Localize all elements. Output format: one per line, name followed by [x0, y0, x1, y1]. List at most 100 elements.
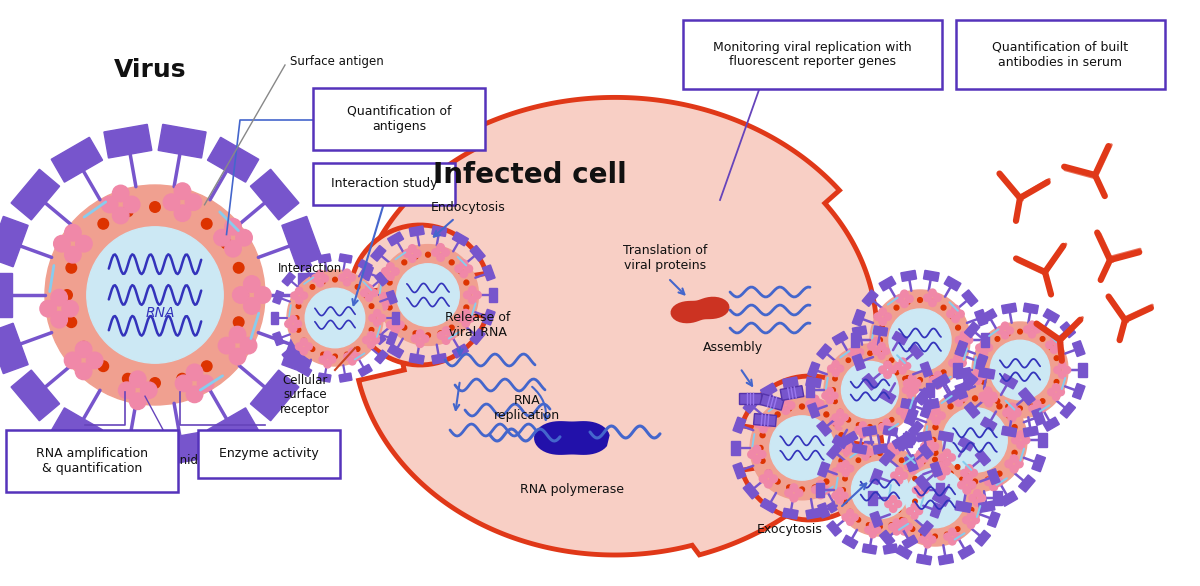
Circle shape [233, 287, 250, 303]
Polygon shape [298, 273, 324, 317]
Circle shape [806, 400, 814, 408]
Circle shape [980, 349, 988, 356]
Circle shape [287, 270, 383, 366]
Polygon shape [0, 323, 28, 374]
Circle shape [955, 336, 962, 344]
Circle shape [305, 343, 312, 350]
Text: Surface antigen: Surface antigen [290, 56, 384, 69]
Polygon shape [11, 169, 60, 220]
Circle shape [312, 275, 319, 282]
Text: Interaction: Interaction [278, 261, 342, 274]
Polygon shape [932, 374, 950, 389]
Polygon shape [958, 437, 974, 451]
Circle shape [888, 443, 895, 450]
Circle shape [235, 230, 252, 246]
Circle shape [857, 353, 860, 357]
Circle shape [324, 351, 331, 359]
Circle shape [1007, 327, 1014, 334]
Polygon shape [272, 291, 283, 304]
Circle shape [960, 393, 968, 401]
Circle shape [1024, 326, 1031, 333]
Circle shape [966, 465, 973, 472]
Circle shape [877, 451, 882, 455]
Circle shape [836, 497, 844, 504]
Circle shape [950, 314, 955, 319]
Circle shape [880, 350, 884, 355]
Circle shape [1028, 405, 1036, 412]
Text: Neuraminidase: Neuraminidase [130, 454, 220, 466]
Circle shape [332, 277, 337, 282]
Circle shape [896, 484, 901, 489]
Circle shape [833, 421, 838, 426]
Circle shape [948, 454, 955, 461]
Circle shape [296, 304, 301, 308]
Polygon shape [452, 344, 468, 358]
Polygon shape [409, 353, 425, 364]
Circle shape [985, 477, 990, 482]
Polygon shape [880, 530, 895, 546]
Circle shape [973, 499, 980, 506]
Circle shape [830, 388, 835, 392]
Circle shape [66, 263, 77, 273]
Circle shape [932, 425, 938, 430]
Circle shape [913, 499, 917, 503]
Circle shape [343, 269, 350, 276]
Polygon shape [845, 397, 860, 413]
Polygon shape [870, 469, 882, 485]
Polygon shape [761, 499, 776, 513]
Polygon shape [806, 508, 821, 519]
Circle shape [907, 466, 912, 471]
Circle shape [1028, 321, 1036, 328]
Circle shape [829, 417, 838, 425]
Circle shape [824, 344, 916, 436]
Polygon shape [282, 216, 322, 267]
Polygon shape [806, 377, 821, 388]
Circle shape [929, 536, 936, 543]
Circle shape [935, 381, 942, 389]
Circle shape [911, 503, 918, 510]
Polygon shape [806, 383, 814, 397]
Circle shape [862, 444, 869, 451]
Circle shape [964, 473, 968, 478]
Circle shape [421, 335, 428, 342]
Polygon shape [739, 393, 761, 404]
Polygon shape [742, 376, 886, 520]
Circle shape [894, 496, 899, 500]
Text: Exocytosis: Exocytosis [757, 523, 823, 537]
Circle shape [1012, 425, 1018, 430]
Circle shape [972, 516, 979, 524]
Circle shape [140, 382, 157, 398]
Circle shape [1038, 405, 1045, 412]
Circle shape [833, 370, 839, 377]
Circle shape [367, 332, 374, 339]
Polygon shape [808, 403, 820, 418]
Polygon shape [671, 297, 730, 323]
Circle shape [1002, 322, 1009, 329]
Circle shape [889, 505, 896, 512]
Circle shape [954, 533, 961, 540]
Circle shape [836, 418, 844, 425]
Circle shape [982, 356, 985, 360]
Circle shape [888, 452, 895, 459]
Circle shape [817, 491, 824, 499]
Circle shape [1040, 336, 1045, 341]
Circle shape [989, 392, 997, 400]
Circle shape [894, 500, 901, 507]
Circle shape [917, 459, 924, 467]
Circle shape [883, 428, 890, 435]
Polygon shape [895, 437, 912, 451]
Circle shape [295, 297, 302, 304]
Text: RNA amplification
& quantification: RNA amplification & quantification [36, 447, 148, 475]
Circle shape [343, 279, 350, 286]
Polygon shape [1024, 426, 1038, 437]
Circle shape [372, 336, 379, 343]
Circle shape [40, 301, 56, 317]
Polygon shape [808, 362, 820, 377]
Circle shape [775, 412, 780, 417]
Circle shape [811, 486, 820, 493]
Polygon shape [901, 398, 917, 410]
Circle shape [366, 285, 373, 292]
Circle shape [310, 347, 314, 352]
Circle shape [948, 404, 953, 409]
Circle shape [413, 331, 418, 336]
